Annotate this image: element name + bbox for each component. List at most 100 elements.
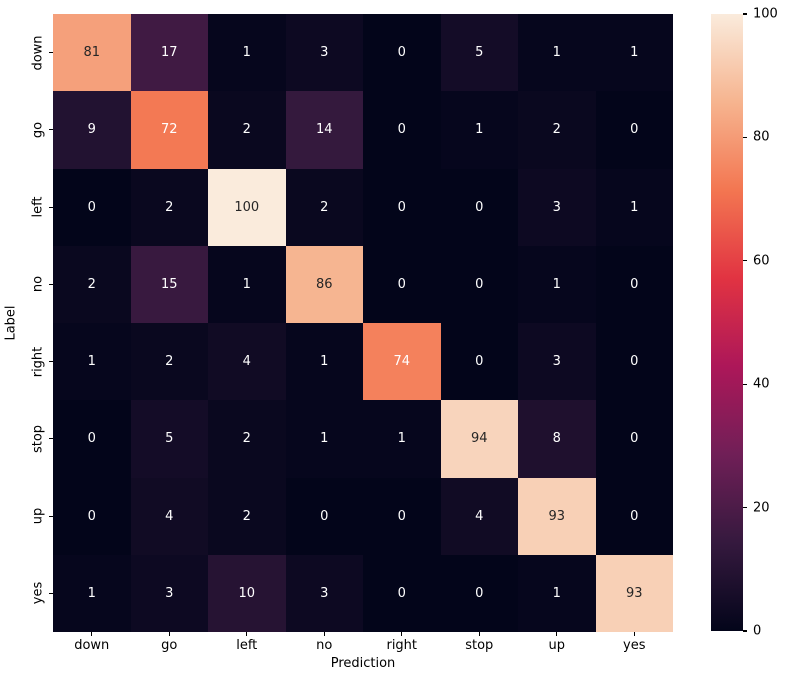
heatmap-cell: 0	[595, 400, 673, 478]
x-tick-mark	[323, 632, 325, 636]
cell-value: 3	[552, 354, 561, 370]
cell-value: 2	[320, 199, 329, 215]
heatmap-cell: 2	[208, 477, 286, 555]
heatmap-cell: 4	[130, 477, 208, 555]
heatmap-cell: 1	[208, 14, 286, 92]
cell-value: 86	[315, 276, 333, 292]
heatmap-cell: 3	[518, 168, 596, 246]
heatmap-cell: 0	[363, 14, 441, 92]
colorbar-tick-label: 60	[753, 253, 770, 269]
heatmap-cell: 2	[518, 91, 596, 169]
heatmap-cell: 1	[363, 400, 441, 478]
heatmap-cell: 2	[130, 323, 208, 401]
x-axis-label: Prediction	[330, 656, 396, 671]
colorbar-tick-mark	[743, 260, 747, 262]
x-tick-label: go	[161, 638, 178, 653]
x-tick-label: left	[236, 638, 258, 653]
x-tick-label: up	[548, 638, 566, 653]
heatmap-cell: 8	[518, 400, 596, 478]
heatmap-cell: 5	[130, 400, 208, 478]
cell-value: 2	[242, 431, 251, 447]
cell-value: 4	[242, 354, 251, 370]
heatmap-cell: 0	[595, 91, 673, 169]
heatmap-cell: 81	[53, 14, 131, 92]
heatmap-cell: 0	[595, 245, 673, 323]
heatmap-cell: 1	[285, 323, 363, 401]
cell-value: 1	[630, 45, 639, 61]
heatmap-cell: 2	[208, 91, 286, 169]
y-tick-mark	[49, 283, 53, 285]
x-tick-mark	[556, 632, 558, 636]
colorbar-tick-label: 80	[753, 129, 770, 145]
x-tick-label: down	[74, 638, 110, 653]
x-tick-mark	[91, 632, 93, 636]
cell-value: 0	[475, 585, 484, 601]
cell-value: 1	[87, 354, 96, 370]
colorbar-tick-label: 40	[753, 376, 770, 392]
x-tick-label: no	[316, 638, 333, 653]
heatmap-cell: 3	[285, 14, 363, 92]
colorbar-tick-label: 20	[753, 500, 770, 516]
heatmap-cell: 2	[208, 400, 286, 478]
heatmap-cell: 1	[518, 245, 596, 323]
cell-value: 1	[552, 276, 561, 292]
heatmap-cell: 0	[53, 477, 131, 555]
y-tick-mark	[49, 129, 53, 131]
heatmap-cell: 1	[518, 554, 596, 632]
cell-value: 0	[87, 508, 96, 524]
cell-value: 0	[475, 354, 484, 370]
cell-value: 0	[630, 276, 639, 292]
heatmap-cell: 0	[363, 91, 441, 169]
cell-value: 1	[242, 276, 251, 292]
heatmap-cell: 0	[363, 245, 441, 323]
heatmap-cell: 1	[518, 14, 596, 92]
cell-value: 1	[397, 431, 406, 447]
cell-value: 0	[475, 199, 484, 215]
heatmap-cell: 15	[130, 245, 208, 323]
heatmap-cell: 93	[595, 554, 673, 632]
cell-value: 0	[87, 199, 96, 215]
cell-value: 0	[320, 508, 329, 524]
cell-value: 3	[165, 585, 174, 601]
colorbar-tick-mark	[743, 383, 747, 385]
y-tick-label: no	[30, 276, 46, 293]
colorbar	[711, 14, 743, 631]
y-tick-mark	[49, 52, 53, 54]
y-tick-mark	[49, 206, 53, 208]
y-tick-label: down	[30, 35, 46, 71]
heatmap-cell: 3	[130, 554, 208, 632]
cell-value: 5	[165, 431, 174, 447]
cell-value: 1	[552, 45, 561, 61]
colorbar-tick-mark	[743, 507, 747, 509]
heatmap-cell: 0	[440, 245, 518, 323]
cell-value: 0	[397, 122, 406, 138]
heatmap-cell: 0	[595, 477, 673, 555]
cell-value: 3	[320, 45, 329, 61]
heatmap-cell: 0	[53, 400, 131, 478]
cell-value: 1	[242, 45, 251, 61]
cell-value: 5	[475, 45, 484, 61]
x-tick-mark	[168, 632, 170, 636]
heatmap-cell: 94	[440, 400, 518, 478]
cell-value: 2	[242, 508, 251, 524]
heatmap-cell: 17	[130, 14, 208, 92]
cell-value: 3	[320, 585, 329, 601]
heatmap-cell: 3	[518, 323, 596, 401]
y-tick-label: go	[30, 121, 46, 138]
heatmap-cell: 2	[285, 168, 363, 246]
cell-value: 81	[83, 45, 101, 61]
cell-value: 0	[630, 508, 639, 524]
cell-value: 2	[242, 122, 251, 138]
heatmap-cell: 93	[518, 477, 596, 555]
cell-value: 2	[552, 122, 561, 138]
heatmap-cell: 14	[285, 91, 363, 169]
cell-value: 4	[475, 508, 484, 524]
colorbar-tick-label: 100	[753, 6, 778, 22]
heatmap-cell: 1	[53, 554, 131, 632]
cell-value: 14	[315, 122, 333, 138]
cell-value: 0	[397, 45, 406, 61]
colorbar-tick-mark	[743, 13, 747, 15]
cell-value: 17	[160, 45, 178, 61]
heatmap-cell: 1	[208, 245, 286, 323]
heatmap-cell: 0	[363, 168, 441, 246]
